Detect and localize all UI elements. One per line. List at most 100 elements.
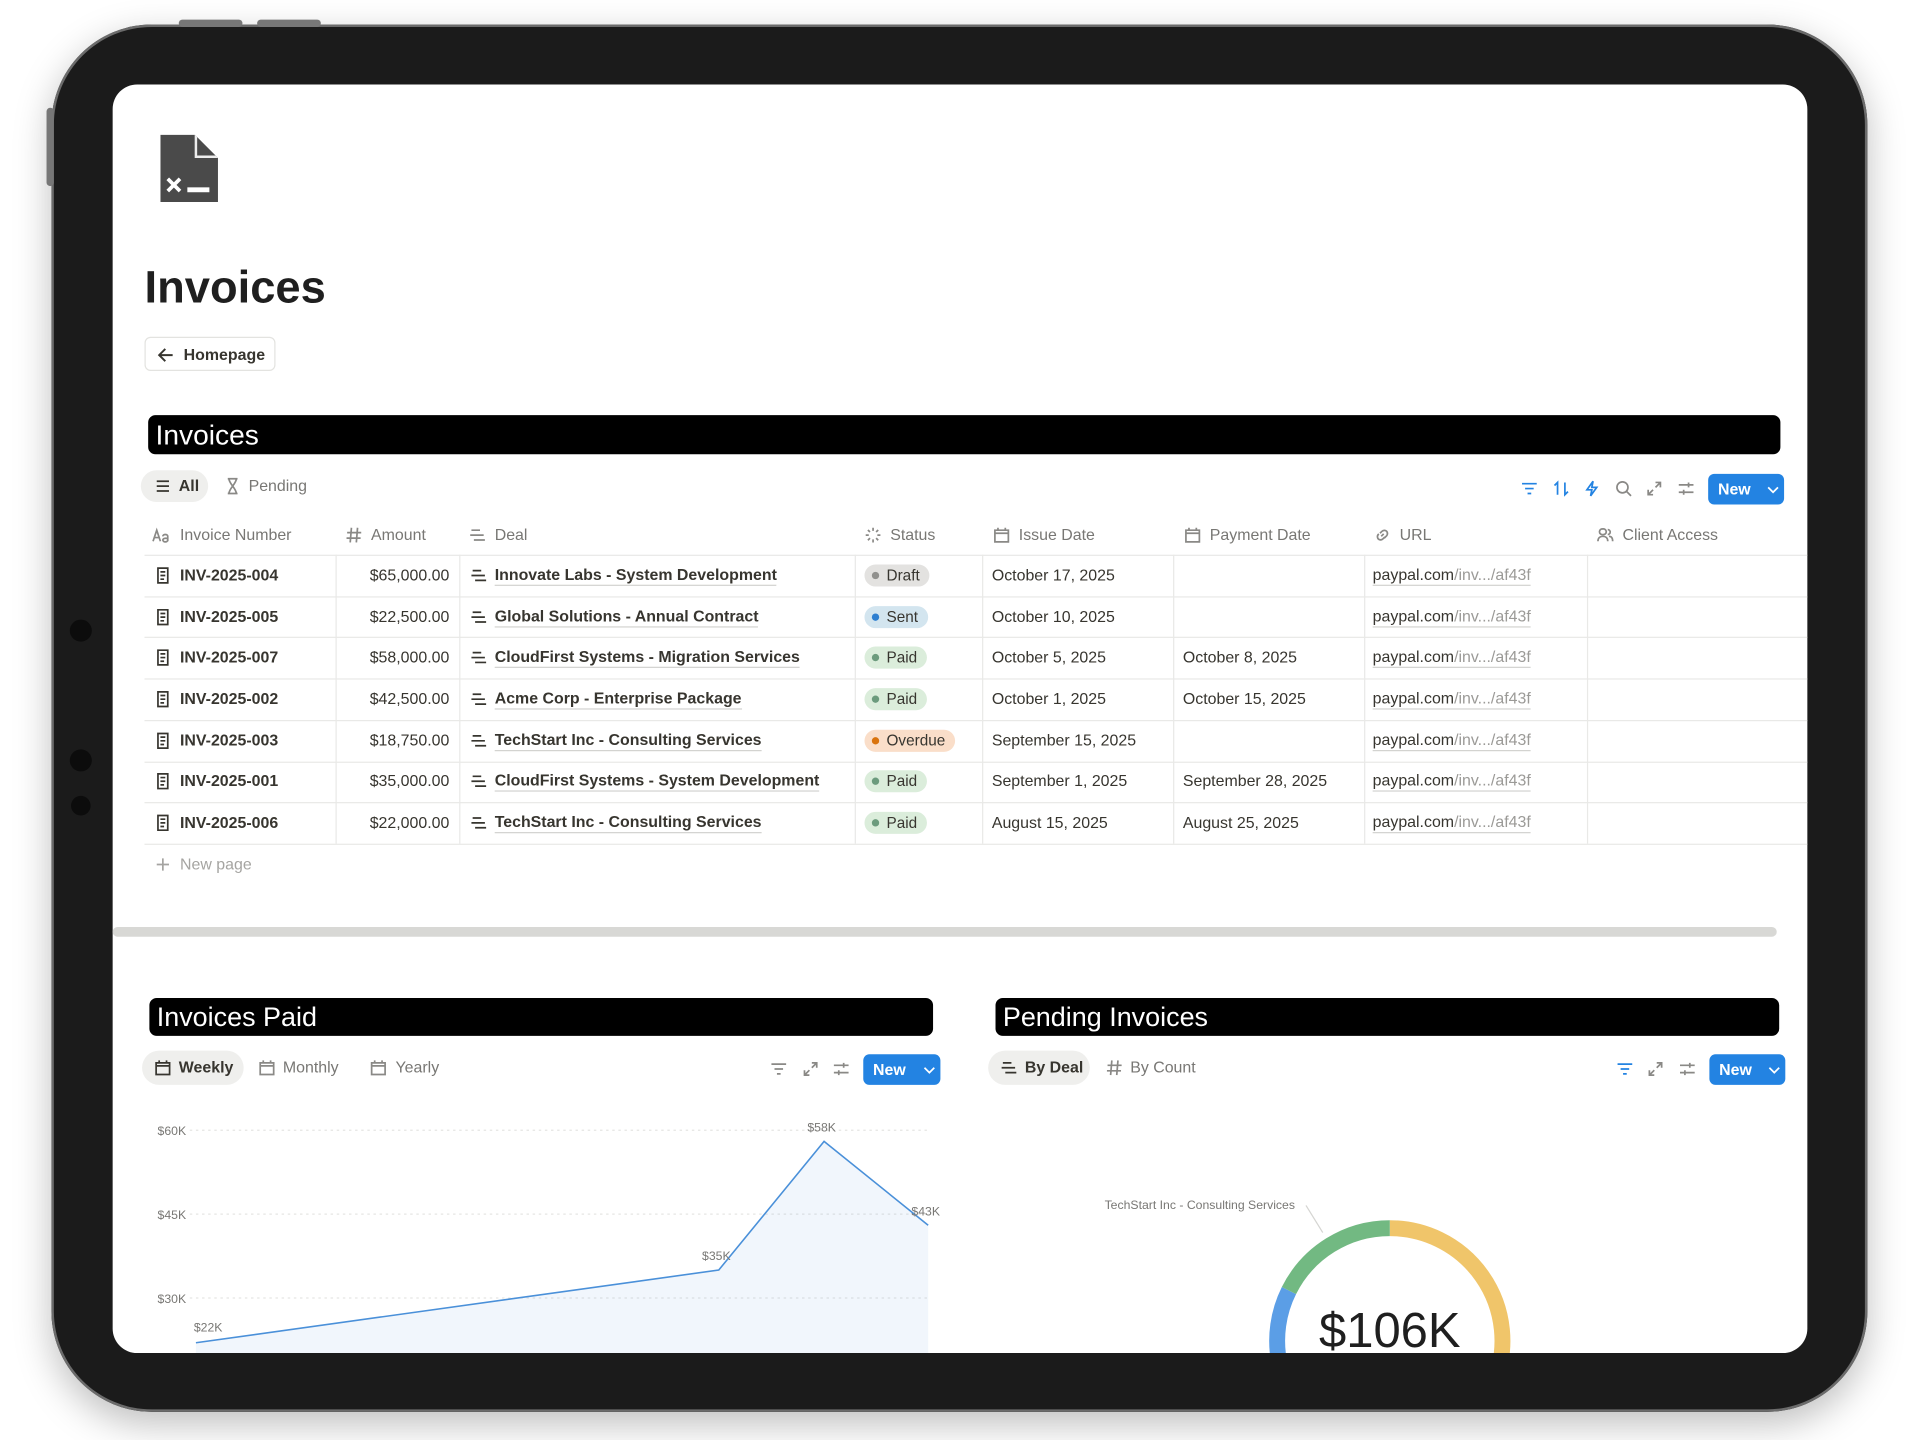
new-button[interactable]: New	[1708, 473, 1785, 505]
deal-link[interactable]: Innovate Labs - System Development	[494, 565, 777, 586]
row-icon-shape	[157, 567, 169, 584]
invoice-number[interactable]: INV-2025-004	[180, 565, 279, 584]
camera-dot	[69, 749, 92, 772]
deal-link[interactable]: TechStart Inc - Consulting Services	[494, 730, 762, 751]
status-dot	[871, 695, 880, 703]
column-icon	[1597, 528, 1614, 542]
plus-icon-shape	[156, 858, 169, 871]
new-button-text: New	[873, 1060, 906, 1079]
column-header[interactable]: URL	[1399, 525, 1432, 544]
row-divider	[144, 554, 1808, 556]
deal-icon-shape	[471, 775, 487, 788]
column-header[interactable]: Issue Date	[1018, 525, 1095, 544]
deal-icon	[471, 693, 487, 705]
toolbar-filter	[1617, 1063, 1633, 1075]
tab-label[interactable]: All	[178, 476, 200, 495]
new-button[interactable]: New	[1709, 1054, 1786, 1085]
url-path: /inv.../af43f	[1454, 729, 1531, 749]
url-link[interactable]: paypal.com/inv.../af43f	[1372, 688, 1531, 710]
toolbar-expand-shape	[803, 1062, 818, 1076]
status-dot	[871, 777, 880, 786]
url-link[interactable]: paypal.com/inv.../af43f	[1372, 565, 1531, 586]
invoice-number[interactable]: INV-2025-001	[180, 771, 279, 791]
line-area	[195, 1141, 929, 1354]
column-divider	[335, 554, 337, 844]
status-pill: Paid	[864, 811, 927, 834]
url-domain: paypal.com	[1372, 771, 1455, 790]
invoice-number[interactable]: INV-2025-002	[180, 689, 279, 708]
tab-icon-shape	[370, 1060, 386, 1076]
url-link[interactable]: paypal.com/inv.../af43f	[1372, 813, 1531, 834]
row-icon-shape	[157, 814, 169, 832]
column-header[interactable]: Client Access	[1622, 525, 1719, 544]
tab-label[interactable]: Yearly	[395, 1057, 440, 1077]
status-dot	[871, 654, 880, 662]
toolbar-bolt-shape	[1585, 480, 1599, 497]
side-button	[257, 19, 321, 27]
column-header[interactable]: Deal	[494, 525, 528, 544]
new-page[interactable]: New page	[180, 854, 252, 873]
deal-icon-shape	[471, 610, 487, 623]
donut-segment	[1269, 1287, 1297, 1354]
tab-label[interactable]: Monthly	[282, 1057, 339, 1077]
section-header: Pending Invoices	[995, 997, 1780, 1036]
section-header: Invoices Paid	[149, 997, 934, 1036]
url-path: /inv.../af43f	[1454, 771, 1531, 790]
chevron-icon-shape	[923, 1067, 935, 1074]
url-path: /inv.../af43f	[1454, 688, 1531, 708]
camera-dot	[69, 619, 92, 642]
segment-label: TechStart Inc - Consulting Services	[1105, 1198, 1295, 1212]
deal-icon-shape	[471, 734, 487, 747]
tab-label[interactable]: Pending	[248, 476, 308, 495]
row-divider	[144, 802, 1808, 804]
url-domain: paypal.com	[1372, 606, 1455, 625]
amount: $65,000.00	[369, 565, 450, 584]
arrow-left-icon	[157, 348, 173, 362]
tab-label[interactable]: Weekly	[178, 1057, 234, 1077]
new-button[interactable]: New	[863, 1054, 941, 1085]
column-header[interactable]: Status	[890, 525, 936, 544]
url-path: /inv.../af43f	[1454, 647, 1531, 666]
chevron-icon-shape	[1767, 486, 1779, 494]
status-dot	[871, 819, 880, 827]
leader-line	[1305, 1205, 1324, 1233]
column-header[interactable]: Amount	[371, 525, 426, 544]
column-icon	[346, 527, 362, 543]
status-dot	[871, 736, 880, 745]
deal-link[interactable]: CloudFirst Systems - System Development	[494, 771, 820, 793]
deal-link[interactable]: Global Solutions - Annual Contract	[494, 606, 759, 627]
deal-link[interactable]: CloudFirst Systems - Migration Services	[494, 647, 800, 669]
url-link[interactable]: paypal.com/inv.../af43f	[1372, 729, 1531, 751]
url-link[interactable]: paypal.com/inv.../af43f	[1372, 647, 1531, 669]
deal-link[interactable]: TechStart Inc - Consulting Services	[494, 813, 762, 834]
invoice-number[interactable]: INV-2025-003	[180, 730, 279, 749]
deal-link[interactable]: Acme Corp - Enterprise Package	[494, 689, 742, 710]
y-tick-label: $45K	[158, 1208, 187, 1222]
column-header[interactable]: Payment Date	[1209, 525, 1311, 544]
toolbar-expand	[1648, 1062, 1663, 1076]
scrollbar[interactable]	[112, 926, 1777, 937]
donut-center-label: $106K	[1319, 1304, 1461, 1353]
page-icon	[160, 134, 218, 203]
column-divider	[1173, 554, 1175, 844]
invoice-number[interactable]: INV-2025-007	[180, 648, 279, 667]
column-header[interactable]: Invoice Number	[180, 525, 292, 544]
tab-label[interactable]: By Deal	[1024, 1057, 1084, 1077]
status-pill: Overdue	[864, 729, 956, 752]
invoice-number[interactable]: INV-2025-006	[180, 813, 279, 832]
tab-icon	[156, 480, 169, 492]
tab-icon	[227, 477, 238, 495]
column-icon	[994, 527, 1010, 543]
back-link[interactable]: Homepage	[144, 336, 276, 372]
issue-date: September 1, 2025	[991, 771, 1128, 791]
deal-icon	[471, 734, 487, 747]
invoice-number[interactable]: INV-2025-005	[180, 606, 279, 626]
column-divider	[1586, 554, 1589, 844]
tab-icon-shape	[156, 480, 169, 492]
back-link-text: Homepage	[183, 345, 266, 364]
tab-label[interactable]: By Count	[1130, 1057, 1196, 1077]
url-link[interactable]: paypal.com/inv.../af43f	[1372, 606, 1531, 627]
url-link[interactable]: paypal.com/inv.../af43f	[1372, 771, 1531, 793]
new-button-text: New	[1719, 1060, 1752, 1079]
